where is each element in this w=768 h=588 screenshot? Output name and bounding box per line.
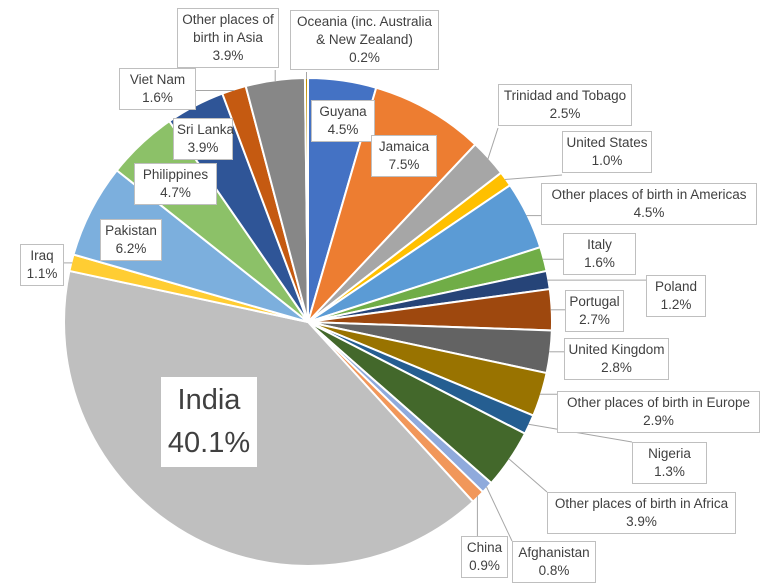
slice-label-line: Other places of birth in Africa bbox=[554, 496, 729, 511]
slice-label-line: China bbox=[466, 540, 503, 555]
slice-label-line: 1.0% bbox=[591, 153, 623, 168]
slice-label-line: Guyana bbox=[319, 104, 367, 119]
slice-label-china: China 0.9% bbox=[461, 536, 508, 578]
slice-label-line: 1.2% bbox=[660, 297, 692, 312]
slice-label-line: Portugal bbox=[569, 294, 620, 309]
slice-label-line: Other places of bbox=[182, 12, 274, 27]
leader-line-united-states bbox=[504, 174, 563, 180]
slice-label-line: 1.6% bbox=[584, 255, 615, 270]
slice-label-italy: Italy 1.6% bbox=[563, 233, 636, 275]
slice-label-line: 3.9% bbox=[626, 514, 657, 529]
slice-label-trinidad-and-tobago: Trinidad and Tobago 2.5% bbox=[498, 84, 632, 126]
slice-label-line: 2.8% bbox=[601, 360, 632, 375]
slice-label-line: Poland bbox=[654, 279, 698, 294]
slice-label-line: 0.9% bbox=[469, 558, 500, 573]
slice-label-line: Iraq bbox=[30, 248, 54, 263]
slice-label-line: 1.1% bbox=[26, 266, 58, 281]
slice-label-line: Viet Nam bbox=[129, 72, 186, 87]
slice-label-portugal: Portugal 2.7% bbox=[565, 290, 624, 332]
slice-label-afghanistan: Afghanistan 0.8% bbox=[512, 541, 596, 583]
slice-label-nigeria: Nigeria 1.3% bbox=[632, 442, 707, 484]
slice-label-line: birth in Asia bbox=[193, 30, 263, 45]
slice-label-other-places-of-birth-in-africa: Other places of birth in Africa 3.9% bbox=[547, 492, 736, 534]
slice-label-poland: Poland 1.2% bbox=[646, 275, 706, 317]
slice-label-jamaica: Jamaica 7.5% bbox=[371, 135, 437, 177]
slice-label-line: 1.3% bbox=[654, 464, 685, 479]
leader-line-nigeria bbox=[528, 423, 633, 443]
slice-label-line: 3.9% bbox=[187, 140, 219, 155]
slice-label-line: 4.5% bbox=[327, 122, 359, 137]
slice-label-united-states: United States 1.0% bbox=[562, 131, 652, 173]
slice-label-line: Philippines bbox=[142, 167, 209, 182]
slice-label-line: & New Zealand) bbox=[316, 32, 413, 47]
slice-label-line: Trinidad and Tobago bbox=[503, 88, 627, 103]
slice-label-philippines: Philippines 4.7% bbox=[134, 163, 217, 205]
slice-label-line: Other places of birth in Americas bbox=[551, 187, 747, 202]
slice-label-oceania-inc-australia-new-zealand: Oceania (inc. Australia & New Zealand) 0.2… bbox=[290, 10, 439, 70]
slice-label-line: 2.7% bbox=[579, 312, 610, 327]
slice-label-line: 6.2% bbox=[115, 241, 147, 256]
slice-label-line: Sri Lanka bbox=[177, 122, 235, 137]
slice-label-line: Nigeria bbox=[648, 446, 691, 461]
leader-line-other-places-of-birth-in-africa bbox=[508, 458, 548, 493]
slice-label-line: Afghanistan bbox=[518, 545, 590, 560]
slice-label-line: 4.7% bbox=[160, 185, 191, 200]
slice-label-line: Pakistan bbox=[105, 223, 157, 238]
slice-label-guyana: Guyana 4.5% bbox=[311, 100, 375, 142]
slice-label-other-places-of-birth-in-europe: Other places of birth in Europe 2.9% bbox=[557, 391, 760, 433]
leader-line-trinidad-and-tobago bbox=[487, 127, 499, 159]
slice-label-line: 7.5% bbox=[388, 157, 420, 172]
leader-line-afghanistan bbox=[486, 486, 513, 542]
slice-label-line: 4.5% bbox=[633, 205, 665, 220]
slice-label-viet-nam: Viet Nam 1.6% bbox=[119, 68, 196, 110]
slice-label-line: 2.9% bbox=[643, 413, 674, 428]
slice-label-pakistan: Pakistan 6.2% bbox=[100, 219, 162, 261]
slice-label-line: 40.1% bbox=[167, 427, 251, 459]
pie-slice-india bbox=[63, 269, 475, 567]
slice-label-line: United Kingdom bbox=[568, 342, 665, 357]
slice-label-india: India 40.1% bbox=[161, 377, 257, 467]
slice-label-line: Oceania (inc. Australia bbox=[296, 14, 433, 29]
slice-label-line: 1.6% bbox=[142, 90, 173, 105]
slice-label-line: India bbox=[177, 384, 241, 416]
slice-label-line: Jamaica bbox=[378, 139, 430, 154]
slice-label-iraq: Iraq 1.1% bbox=[20, 244, 64, 286]
slice-label-line: 2.5% bbox=[549, 106, 581, 121]
slice-label-line: United States bbox=[566, 135, 648, 150]
slice-label-line: 0.8% bbox=[538, 563, 570, 578]
slice-label-united-kingdom: United Kingdom 2.8% bbox=[564, 338, 669, 380]
slice-label-line: 0.2% bbox=[349, 50, 380, 65]
slice-label-line: Other places of birth in Europe bbox=[566, 395, 751, 410]
slice-label-line: Italy bbox=[587, 237, 612, 252]
slice-label-line: 3.9% bbox=[212, 48, 244, 63]
slice-label-sri-lanka: Sri Lanka 3.9% bbox=[173, 118, 235, 160]
slice-label-other-places-of-birth-in-americas: Other places of birth in Americas 4.5% bbox=[541, 183, 757, 225]
slice-label-other-places-of-birth-in-asia: Other places of birth in Asia 3.9% bbox=[177, 8, 279, 68]
